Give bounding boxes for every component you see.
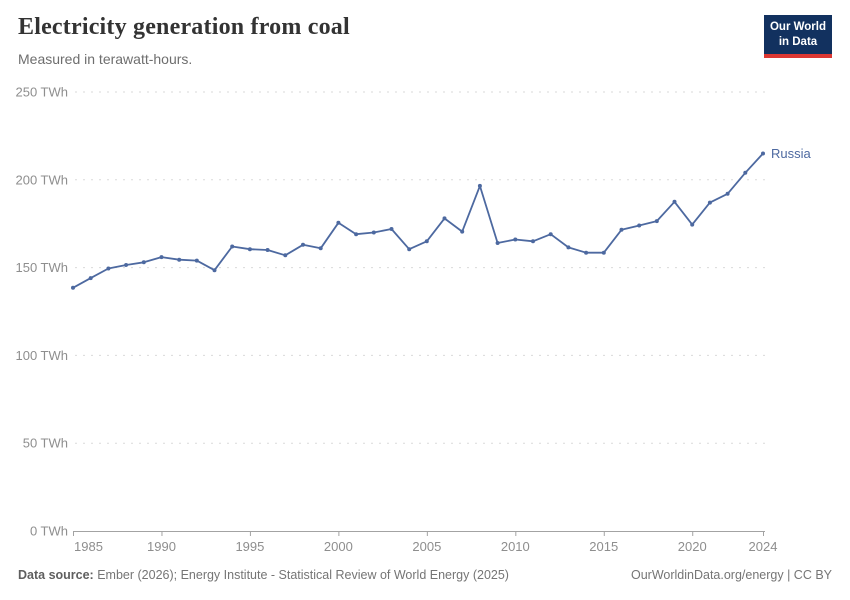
data-point[interactable]: [637, 223, 642, 228]
data-point[interactable]: [477, 183, 482, 188]
data-point[interactable]: [265, 248, 270, 252]
data-point[interactable]: [283, 253, 288, 258]
y-tick-label: 0 TWh: [30, 524, 68, 539]
data-point[interactable]: [743, 170, 748, 175]
series-label-russia[interactable]: Russia: [771, 146, 812, 161]
y-tick-label: 200 TWh: [15, 172, 68, 187]
data-point[interactable]: [619, 227, 624, 232]
data-point[interactable]: [548, 232, 553, 237]
data-point[interactable]: [601, 250, 606, 255]
y-tick-label: 150 TWh: [15, 260, 68, 275]
data-point[interactable]: [584, 250, 589, 255]
y-tick-label: 50 TWh: [23, 436, 68, 451]
chart-subtitle: Measured in terawatt-hours.: [18, 51, 193, 67]
x-tick-label: 2024: [749, 539, 778, 554]
data-point[interactable]: [230, 244, 235, 249]
data-point[interactable]: [371, 230, 376, 235]
y-tick-label: 250 TWh: [15, 85, 68, 100]
data-point[interactable]: [247, 247, 252, 252]
data-source-label: Data source:: [18, 568, 94, 582]
data-line-russia[interactable]: [72, 152, 764, 289]
data-point[interactable]: [88, 276, 93, 281]
data-source-text: Ember (2026); Energy Institute - Statist…: [93, 568, 509, 582]
data-point[interactable]: [707, 200, 712, 205]
owid-logo-line1: Our World: [769, 21, 826, 33]
data-point[interactable]: [106, 266, 111, 271]
data-point[interactable]: [159, 255, 164, 260]
data-point[interactable]: [654, 219, 659, 224]
page-title: Electricity generation from coal: [18, 14, 350, 40]
data-point[interactable]: [354, 232, 359, 237]
data-point[interactable]: [407, 247, 412, 252]
chart-footer: Data source: Ember (2026); Energy Instit…: [18, 568, 832, 582]
x-tick-label: 2000: [324, 539, 353, 554]
x-tick-label: 2010: [501, 539, 530, 554]
data-source-note: Data source: Ember (2026); Energy Instit…: [18, 568, 509, 582]
data-point[interactable]: [513, 237, 518, 242]
data-point[interactable]: [336, 220, 341, 225]
x-tick-label: 1985: [74, 539, 103, 554]
y-tick-label: 100 TWh: [15, 348, 68, 363]
data-point[interactable]: [725, 191, 730, 196]
owid-credit-link[interactable]: OurWorldinData.org/energy | CC BY: [630, 568, 832, 582]
data-point[interactable]: [194, 258, 199, 263]
x-tick-label: 2015: [589, 539, 618, 554]
owid-logo[interactable]: Our World in Data: [764, 15, 832, 58]
data-point[interactable]: [212, 268, 217, 273]
data-point[interactable]: [389, 227, 394, 231]
data-point[interactable]: [690, 222, 695, 227]
owid-logo-red-strip: [764, 53, 832, 58]
data-point[interactable]: [424, 239, 429, 244]
x-tick-label: 1990: [147, 539, 176, 554]
data-point[interactable]: [566, 245, 571, 250]
data-point[interactable]: [141, 260, 146, 265]
data-point[interactable]: [318, 246, 323, 251]
data-point[interactable]: [301, 242, 305, 247]
data-point[interactable]: [124, 263, 129, 267]
data-point[interactable]: [177, 257, 182, 262]
data-point[interactable]: [460, 229, 465, 234]
owid-logo-line2: in Data: [778, 35, 818, 48]
data-point[interactable]: [442, 216, 447, 221]
x-tick-label: 2005: [412, 539, 441, 554]
data-point[interactable]: [495, 241, 500, 245]
data-point[interactable]: [71, 285, 75, 290]
x-tick-label: 1995: [235, 539, 264, 554]
data-point[interactable]: [761, 151, 765, 156]
data-point[interactable]: [672, 199, 677, 204]
data-point[interactable]: [531, 239, 535, 244]
x-tick-label: 2020: [678, 539, 707, 554]
